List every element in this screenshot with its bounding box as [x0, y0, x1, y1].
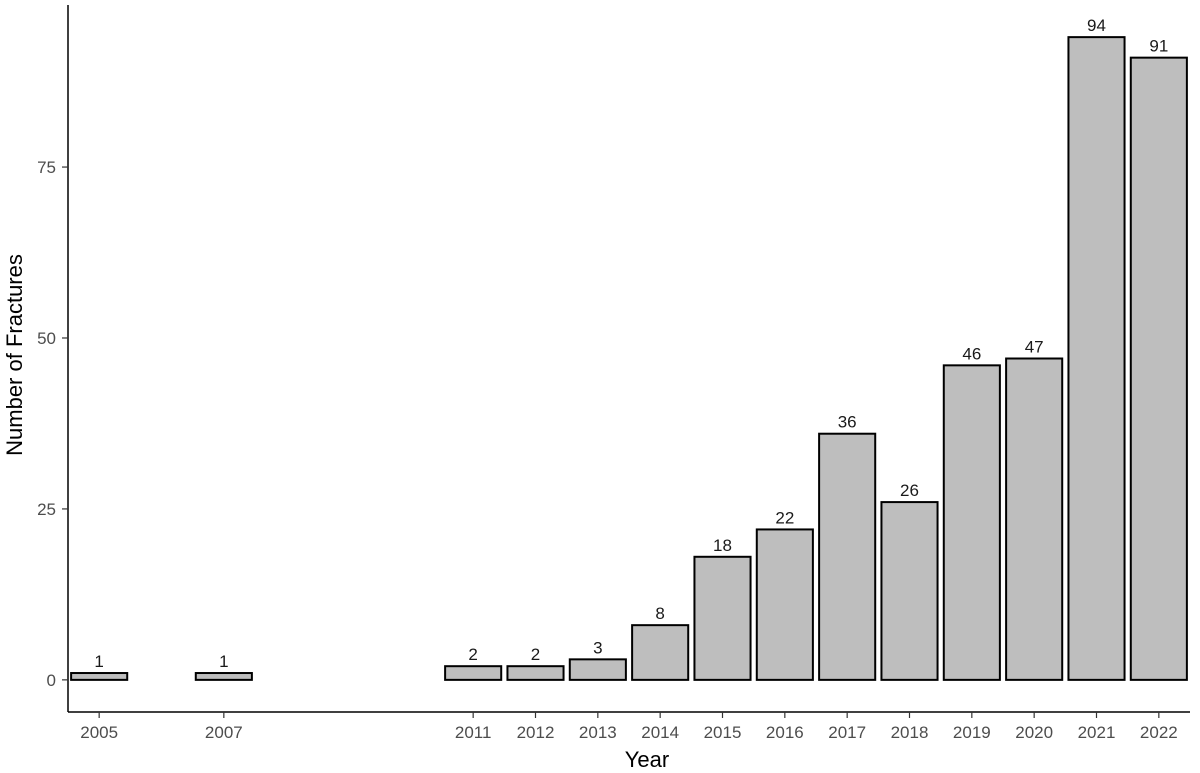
data-label-2021: 94	[1087, 16, 1106, 35]
data-label-2014: 8	[655, 604, 664, 623]
x-tick-label-2011: 2011	[455, 723, 492, 742]
data-label-2005: 1	[94, 652, 103, 671]
bar-2015	[693, 555, 752, 681]
bar-2020	[1005, 357, 1064, 681]
bar-2011	[444, 665, 503, 681]
data-label-2019: 46	[962, 344, 981, 363]
bar-2007	[194, 672, 253, 681]
data-label-2012: 2	[531, 645, 540, 664]
bar-2013	[568, 658, 627, 681]
x-tick-label-2014: 2014	[641, 723, 679, 742]
x-tick-label-2007: 2007	[205, 723, 243, 742]
data-label-2011: 2	[468, 645, 477, 664]
data-label-2020: 47	[1025, 338, 1044, 357]
bar-2016	[755, 528, 814, 681]
bar-2022	[1129, 56, 1188, 681]
x-tick-label-2012: 2012	[517, 723, 555, 742]
bars-group	[70, 36, 1188, 681]
x-tick-label-2021: 2021	[1078, 723, 1116, 742]
x-tick-label-2013: 2013	[579, 723, 617, 742]
bar-2021	[1067, 36, 1126, 681]
bar-2012	[506, 665, 565, 681]
data-label-2022: 91	[1149, 37, 1168, 56]
bar-2005	[70, 672, 129, 681]
x-tick-label-2005: 2005	[80, 723, 118, 742]
data-label-2017: 36	[838, 413, 857, 432]
x-axis-ticks: 2005 2007 2011 2012 2013 2014 2015 2016 2017 2018…	[80, 712, 1178, 742]
data-label-2015: 18	[713, 536, 732, 555]
x-tick-label-2015: 2015	[704, 723, 742, 742]
x-tick-label-2018: 2018	[891, 723, 929, 742]
data-label-2018: 26	[900, 481, 919, 500]
y-tick-label-25: 25	[37, 500, 56, 519]
bar-2017	[818, 432, 877, 681]
bar-2014	[631, 624, 690, 681]
y-tick-label-75: 75	[37, 158, 56, 177]
x-tick-label-2022: 2022	[1140, 723, 1178, 742]
x-tick-label-2016: 2016	[766, 723, 804, 742]
data-label-2013: 3	[593, 638, 602, 657]
data-label-2016: 22	[775, 508, 794, 527]
y-axis-ticks: 0 25 50 75	[37, 158, 68, 690]
x-tick-label-2017: 2017	[828, 723, 866, 742]
x-tick-label-2019: 2019	[953, 723, 991, 742]
bar-2019	[942, 364, 1001, 681]
x-tick-label-2020: 2020	[1015, 723, 1053, 742]
x-axis-title: Year	[625, 747, 669, 772]
bar-2018	[880, 501, 939, 681]
y-tick-label-50: 50	[37, 329, 56, 348]
y-tick-label-0: 0	[47, 671, 56, 690]
y-axis-title: Number of Fractures	[2, 254, 27, 456]
data-label-2007: 1	[219, 652, 228, 671]
